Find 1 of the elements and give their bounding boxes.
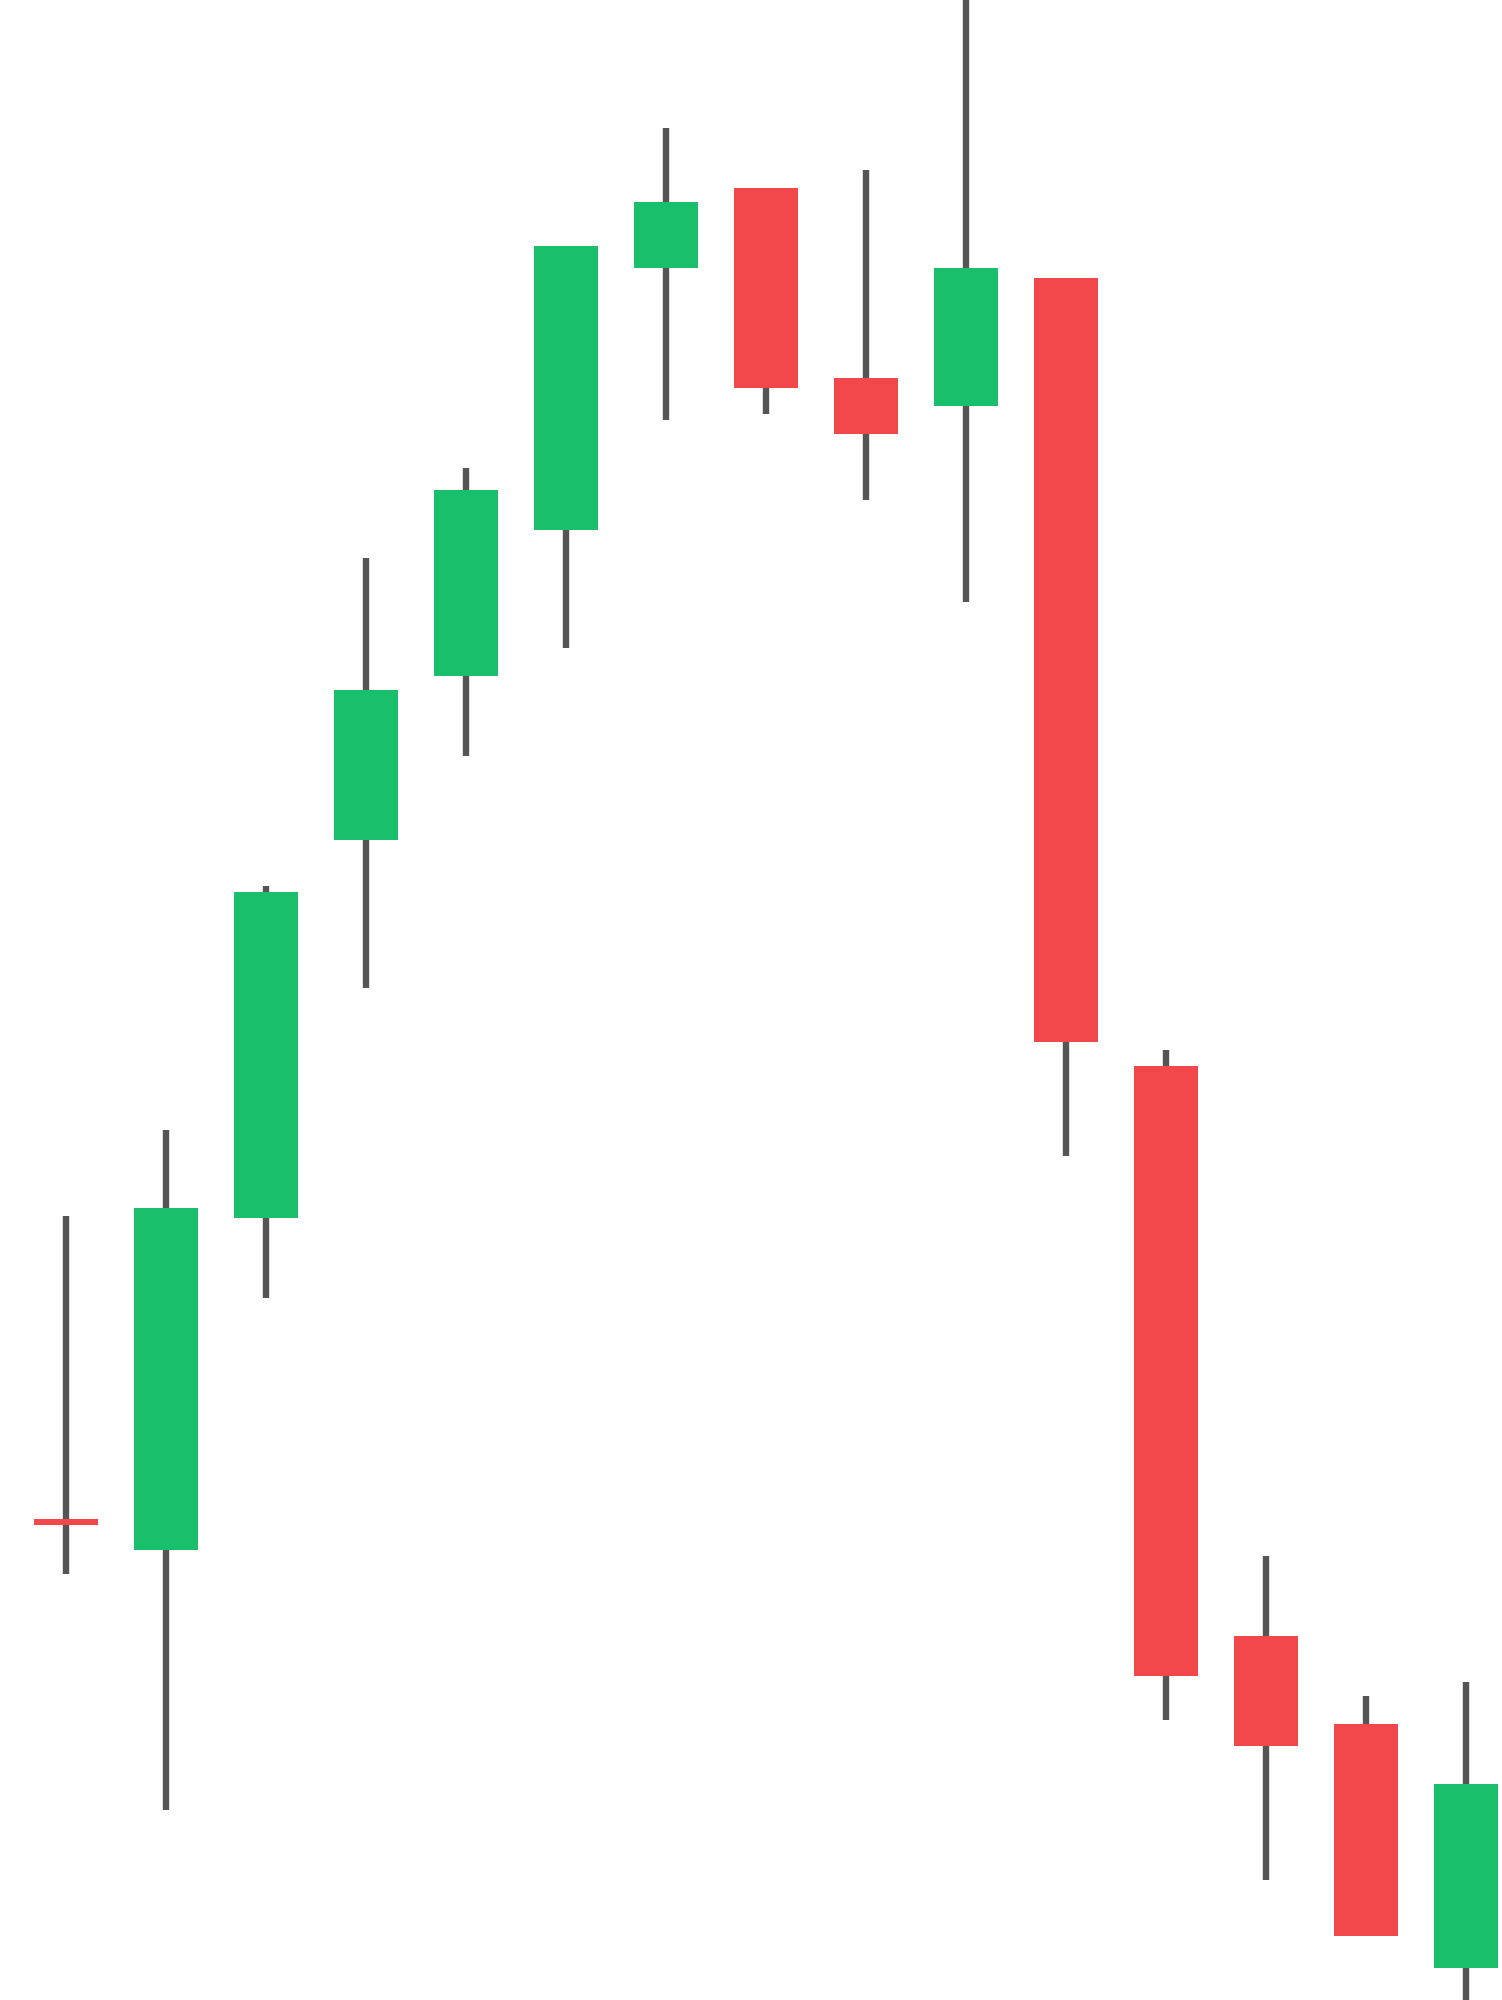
candlestick — [34, 1216, 98, 1574]
